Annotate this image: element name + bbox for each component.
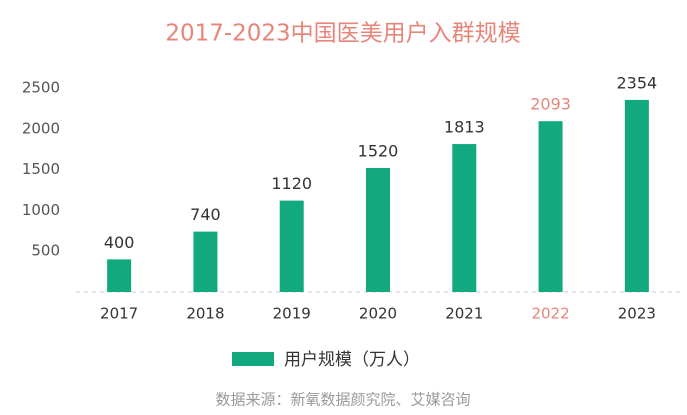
chart-title: 2017-2023中国医美用户入群规模 [165,21,520,47]
x-tick-label: 2021 [445,305,483,323]
x-tick-label: 2017 [100,305,138,323]
value-label: 2093 [530,95,571,114]
y-tick-label: 1500 [22,160,60,178]
x-tick-label: 2023 [618,305,656,323]
legend-label: 用户规模（万人） [284,350,420,370]
y-tick-label: 1000 [22,201,60,219]
bar [193,231,218,292]
bar [624,99,649,292]
value-label: 1813 [444,118,485,137]
y-tick-label: 2000 [22,119,60,137]
legend-swatch [232,352,274,366]
value-label: 740 [190,205,221,224]
x-tick-label: 2019 [273,305,311,323]
y-tick-label: 2500 [22,79,60,97]
source-note: 数据来源：新氧数据颜究院、艾媒咨询 [215,391,470,409]
bar [452,144,477,292]
value-label: 1520 [358,141,399,160]
value-label: 400 [104,233,135,252]
x-tick-label: 2022 [531,305,569,323]
bar [107,259,132,292]
y-tick-label: 500 [31,242,60,260]
x-tick-label: 2018 [186,305,224,323]
bar [366,167,390,292]
value-label: 2354 [616,73,657,92]
bar [538,121,563,292]
x-tick-label: 2020 [359,305,397,323]
value-label: 1120 [271,174,312,193]
bar [279,200,304,292]
